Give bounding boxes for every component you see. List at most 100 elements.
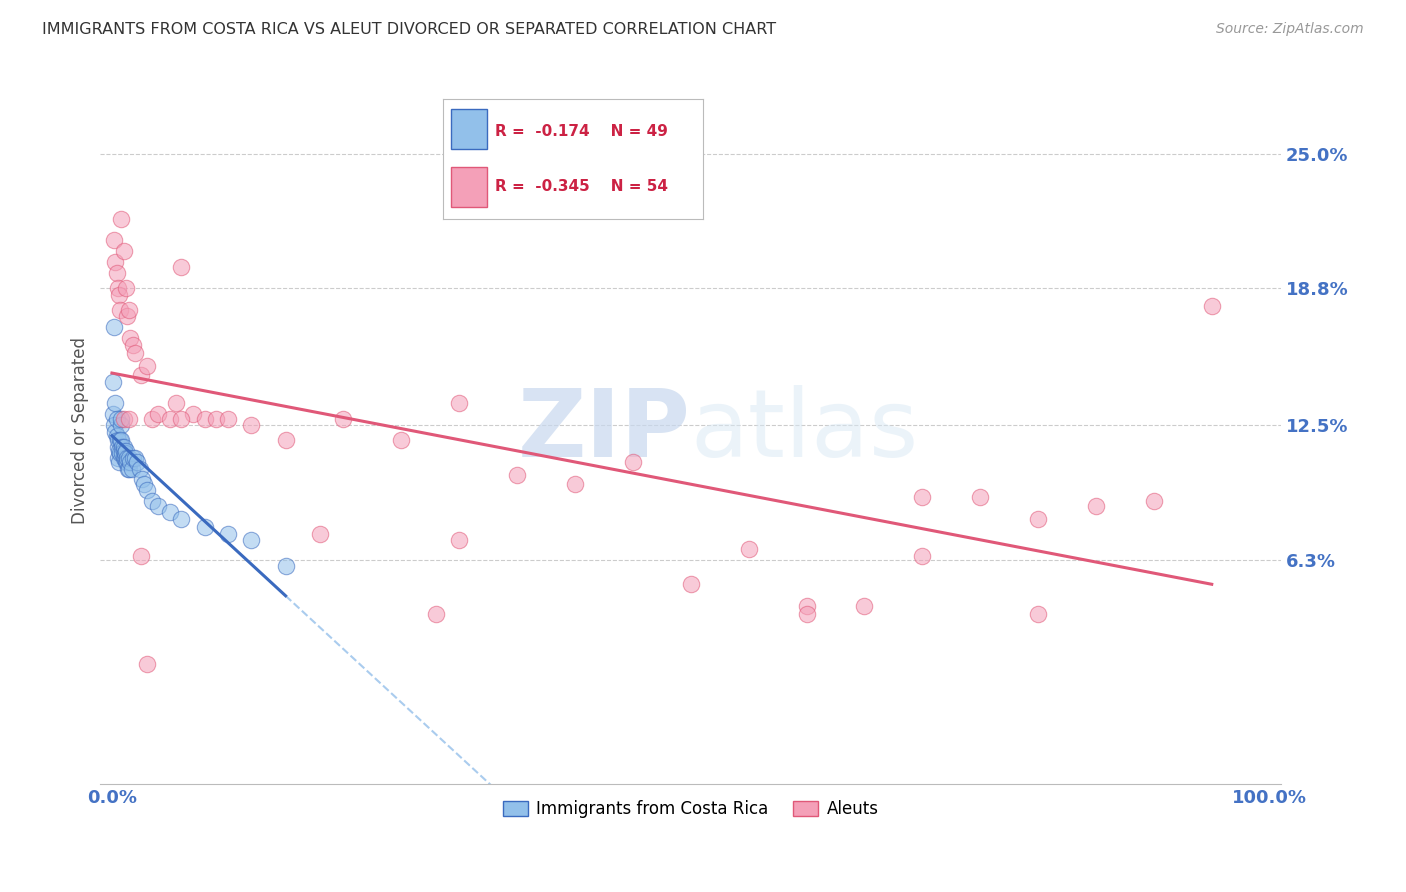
Point xyxy=(114,281,136,295)
Point xyxy=(112,440,135,454)
Point xyxy=(111,440,134,454)
Point xyxy=(108,434,131,448)
Text: ZIP: ZIP xyxy=(517,384,690,476)
Point xyxy=(105,266,128,280)
Point xyxy=(108,455,131,469)
Point xyxy=(104,255,127,269)
Point xyxy=(796,607,818,622)
Point xyxy=(107,281,129,295)
Legend: Immigrants from Costa Rica, Aleuts: Immigrants from Costa Rica, Aleuts xyxy=(496,794,886,825)
Point xyxy=(141,411,163,425)
Point xyxy=(796,599,818,613)
Point xyxy=(101,375,124,389)
Point xyxy=(1084,499,1107,513)
Y-axis label: Divorced or Separated: Divorced or Separated xyxy=(72,337,89,524)
Point xyxy=(120,455,142,469)
Point xyxy=(148,407,170,421)
Point xyxy=(114,446,136,460)
Point xyxy=(135,657,157,672)
Point xyxy=(193,520,215,534)
Point xyxy=(114,450,136,465)
Text: IMMIGRANTS FROM COSTA RICA VS ALEUT DIVORCED OR SEPARATED CORRELATION CHART: IMMIGRANTS FROM COSTA RICA VS ALEUT DIVO… xyxy=(42,22,776,37)
Point xyxy=(114,455,136,469)
Point xyxy=(1026,511,1049,525)
Point xyxy=(120,331,142,345)
Point xyxy=(112,444,135,458)
Point xyxy=(969,490,991,504)
Point xyxy=(134,476,156,491)
Text: atlas: atlas xyxy=(690,384,920,476)
Text: Source: ZipAtlas.com: Source: ZipAtlas.com xyxy=(1216,22,1364,37)
Point xyxy=(274,559,297,574)
Point xyxy=(170,411,193,425)
Point xyxy=(112,450,135,465)
Point xyxy=(127,455,149,469)
Point xyxy=(105,429,128,443)
Point xyxy=(564,476,586,491)
Point xyxy=(108,287,131,301)
Point xyxy=(170,260,193,274)
Point xyxy=(193,411,215,425)
Point xyxy=(239,533,262,548)
Point xyxy=(217,411,239,425)
Point xyxy=(449,533,471,548)
Point xyxy=(1143,494,1166,508)
Point xyxy=(181,407,204,421)
Point xyxy=(115,310,138,324)
Point xyxy=(121,461,143,475)
Point xyxy=(104,396,127,410)
Point xyxy=(128,461,150,475)
Point xyxy=(115,455,138,469)
Point xyxy=(124,450,146,465)
Point xyxy=(1026,607,1049,622)
Point xyxy=(205,411,228,425)
Point xyxy=(148,499,170,513)
Point xyxy=(159,505,181,519)
Point xyxy=(449,396,471,410)
Point xyxy=(103,320,125,334)
Point xyxy=(853,599,876,613)
Point xyxy=(121,450,143,465)
Point xyxy=(111,446,134,460)
Point xyxy=(107,434,129,448)
Point xyxy=(110,211,132,226)
Point xyxy=(217,526,239,541)
Point xyxy=(107,450,129,465)
Point xyxy=(118,303,141,318)
Point xyxy=(117,461,139,475)
Point xyxy=(1201,299,1223,313)
Point xyxy=(309,526,332,541)
Point xyxy=(101,407,124,421)
Point xyxy=(103,234,125,248)
Point xyxy=(112,411,135,425)
Point xyxy=(389,434,412,448)
Point xyxy=(425,607,447,622)
Point xyxy=(135,483,157,498)
Point xyxy=(621,455,644,469)
Point xyxy=(129,549,152,563)
Point xyxy=(911,490,934,504)
Point xyxy=(170,511,193,525)
Point xyxy=(121,337,143,351)
Point xyxy=(131,473,153,487)
Point xyxy=(274,434,297,448)
Point xyxy=(141,494,163,508)
Point xyxy=(135,359,157,374)
Point xyxy=(679,576,702,591)
Point xyxy=(124,346,146,360)
Point xyxy=(105,411,128,425)
Point xyxy=(115,450,138,465)
Point xyxy=(114,444,136,458)
Point xyxy=(911,549,934,563)
Point xyxy=(165,396,187,410)
Point xyxy=(108,446,131,460)
Point xyxy=(104,425,127,439)
Point xyxy=(159,411,181,425)
Point xyxy=(107,440,129,454)
Point xyxy=(118,450,141,465)
Point xyxy=(118,411,141,425)
Point xyxy=(108,303,131,318)
Point xyxy=(110,434,132,448)
Point xyxy=(737,542,759,557)
Point xyxy=(110,418,132,433)
